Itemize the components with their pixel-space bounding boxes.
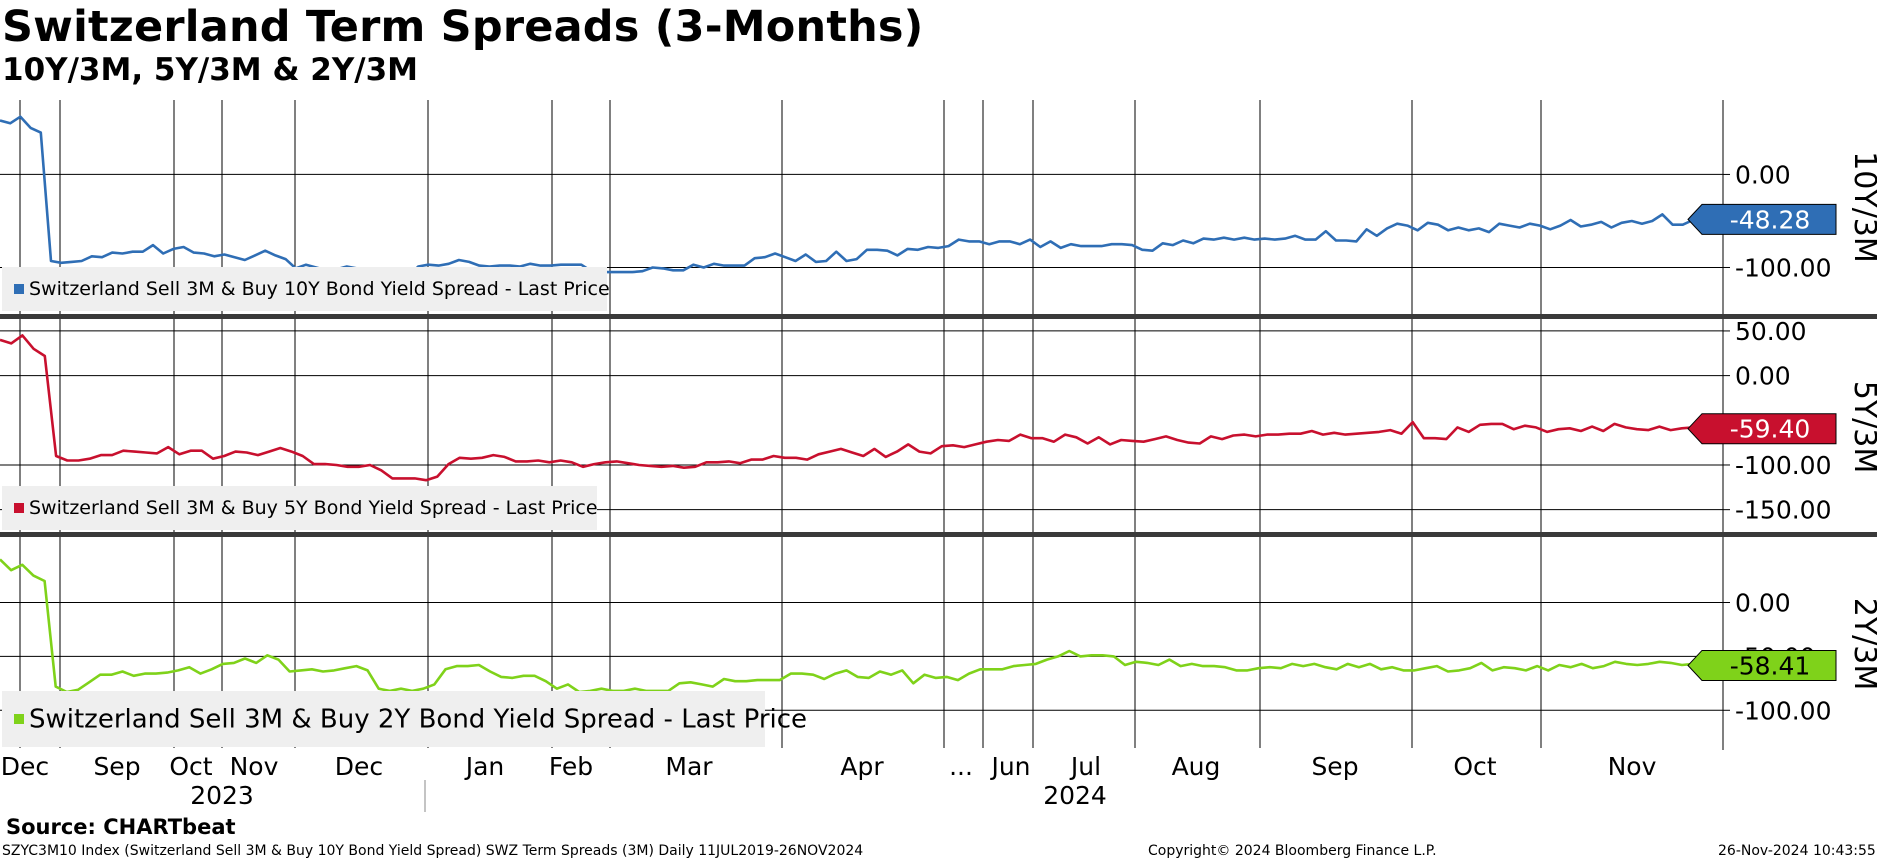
last-value-label: -58.41 xyxy=(1730,651,1811,680)
x-tick-label: Jul xyxy=(1069,752,1101,781)
x-year-label: 2024 xyxy=(1043,781,1107,810)
source-label: Source: CHARTbeat xyxy=(6,815,236,839)
x-tick-label: Oct xyxy=(1453,752,1496,781)
x-tick-label: Feb xyxy=(549,752,593,781)
x-tick-label: Dec xyxy=(1,752,49,781)
panel-separator xyxy=(0,532,1877,537)
x-tick-label: Apr xyxy=(840,752,884,781)
x-tick-label: Nov xyxy=(1608,752,1657,781)
last-value-tag xyxy=(1687,203,1837,235)
footer-copyright: Copyright© 2024 Bloomberg Finance L.P. xyxy=(1148,843,1437,859)
last-value-tag xyxy=(1687,649,1837,681)
legend-swatch xyxy=(14,503,24,513)
series-line xyxy=(0,558,1694,694)
series-line xyxy=(0,115,1694,284)
x-tick-label: Nov xyxy=(230,752,279,781)
y-tick-label: -100.00 xyxy=(1735,253,1832,282)
y-tick-label: 0.00 xyxy=(1735,362,1791,391)
panel-separator xyxy=(0,314,1877,319)
legend-swatch xyxy=(14,714,24,724)
legend-label: Switzerland Sell 3M & Buy 10Y Bond Yield… xyxy=(29,278,610,300)
legend-box xyxy=(2,691,765,747)
x-tick-label: Jan xyxy=(464,752,505,781)
panel-axis-label: 10Y/3M xyxy=(1847,151,1877,263)
x-year-label: 2023 xyxy=(190,781,254,810)
y-tick-label: 50.00 xyxy=(1735,317,1807,346)
legend-swatch xyxy=(14,284,24,294)
last-value-label: -48.28 xyxy=(1730,205,1811,234)
panel-axis-label: 5Y/3M xyxy=(1847,381,1877,474)
y-tick-label: -150.00 xyxy=(1735,496,1832,525)
last-value-label: -59.40 xyxy=(1730,415,1811,444)
x-tick-label: Aug xyxy=(1172,752,1221,781)
legend-box xyxy=(2,486,597,530)
y-tick-label: 0.00 xyxy=(1735,589,1791,618)
legend-label: Switzerland Sell 3M & Buy 5Y Bond Yield … xyxy=(29,497,598,519)
panel-axis-label: 2Y/3M xyxy=(1847,598,1877,691)
last-value-tag xyxy=(1687,413,1837,445)
footer-description: SZYC3M10 Index (Switzerland Sell 3M & Bu… xyxy=(2,843,864,859)
x-tick-label: Jun xyxy=(989,752,1030,781)
y-tick-label: -100.00 xyxy=(1735,696,1832,725)
series-line xyxy=(0,334,1694,482)
chart-subtitle: 10Y/3M, 5Y/3M & 2Y/3M xyxy=(2,52,419,88)
y-tick-label: -100.00 xyxy=(1735,451,1832,480)
legend-label: Switzerland Sell 3M & Buy 2Y Bond Yield … xyxy=(29,705,807,735)
chart-title: Switzerland Term Spreads (3-Months) xyxy=(2,2,924,52)
x-tick-label: ... xyxy=(949,752,973,781)
x-tick-label: Oct xyxy=(169,752,212,781)
x-tick-label: Sep xyxy=(93,752,140,781)
x-tick-label: Mar xyxy=(665,752,713,781)
footer-timestamp: 26-Nov-2024 10:43:55 xyxy=(1718,843,1876,859)
x-tick-label: Dec xyxy=(335,752,383,781)
legend-box xyxy=(2,267,607,311)
y-tick-label: 0.00 xyxy=(1735,160,1791,189)
x-tick-label: Sep xyxy=(1311,752,1358,781)
